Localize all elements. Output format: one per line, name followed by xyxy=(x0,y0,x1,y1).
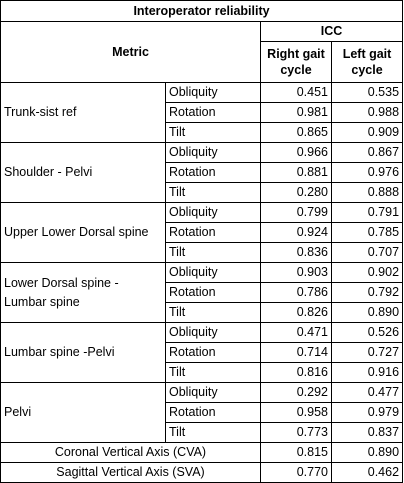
table-row: Rotation 0.981 0.988 xyxy=(1,102,404,123)
left-icc-value: 0.535 xyxy=(330,82,404,103)
sub-metric-label: Tilt xyxy=(165,242,261,263)
sub-metric-label: Tilt xyxy=(165,122,261,143)
left-icc-value: 0.707 xyxy=(330,242,404,263)
right-icc-value: 0.881 xyxy=(260,162,332,183)
right-icc-value: 0.924 xyxy=(260,222,332,243)
table-row: Shoulder - Pelvi Obliquity 0.966 0.867 xyxy=(0,142,404,203)
left-icc-value: 0.976 xyxy=(330,162,404,183)
right-icc-value: 0.786 xyxy=(260,282,332,303)
left-icc-value: 0.988 xyxy=(330,102,404,123)
metric-group-name: Upper Lower Dorsal spine xyxy=(0,202,166,263)
axis-metric-label: Sagittal Vertical Axis (SVA) xyxy=(0,462,261,483)
title-row: Interoperator reliability xyxy=(0,0,404,22)
table-row: Tilt 0.836 0.707 xyxy=(1,242,404,263)
table-row: Tilt 0.773 0.837 xyxy=(1,422,404,443)
left-icc-value: 0.909 xyxy=(330,122,404,143)
right-icc-value: 0.815 xyxy=(260,442,332,463)
right-icc-value: 0.981 xyxy=(260,102,332,123)
left-icc-value: 0.890 xyxy=(330,302,404,323)
table-title: Interoperator reliability xyxy=(0,0,404,22)
right-icc-value: 0.903 xyxy=(260,262,332,283)
sub-metric-label: Rotation xyxy=(165,222,261,243)
right-icc-value: 0.958 xyxy=(260,402,332,423)
sub-metric-label: Obliquity xyxy=(165,142,261,163)
metric-header: Metric xyxy=(0,21,261,83)
metric-group-name: Trunk-sist ref xyxy=(0,82,166,143)
sub-metric-label: Rotation xyxy=(165,402,261,423)
left-gait-cycle-header: Left gait cycle xyxy=(330,41,404,83)
left-icc-value: 0.791 xyxy=(330,202,404,223)
right-icc-value: 0.471 xyxy=(260,322,332,343)
icc-header-row: Metric ICC xyxy=(0,21,404,83)
right-icc-value: 0.280 xyxy=(260,182,332,203)
left-icc-value: 0.890 xyxy=(330,442,404,463)
table-row: Rotation 0.958 0.979 xyxy=(1,402,404,423)
table-row: Tilt 0.280 0.888 xyxy=(1,182,404,203)
sub-metric-label: Obliquity xyxy=(165,202,261,223)
right-icc-value: 0.773 xyxy=(260,422,332,443)
sub-metric-label: Rotation xyxy=(165,162,261,183)
right-icc-value: 0.816 xyxy=(260,362,332,383)
right-icc-value: 0.770 xyxy=(260,462,332,483)
sub-metric-label: Rotation xyxy=(165,342,261,363)
right-icc-value: 0.836 xyxy=(260,242,332,263)
table-row: Lumbar spine -Pelvi Obliquity 0.471 0.526 xyxy=(0,322,404,383)
table-row: Pelvi Obliquity 0.292 0.477 xyxy=(0,382,404,443)
right-icc-value: 0.826 xyxy=(260,302,332,323)
left-icc-value: 0.837 xyxy=(330,422,404,443)
sub-metric-label: Tilt xyxy=(165,302,261,323)
left-icc-value: 0.902 xyxy=(330,262,404,283)
left-icc-value: 0.792 xyxy=(330,282,404,303)
left-icc-value: 0.785 xyxy=(330,222,404,243)
sub-metric-label: Tilt xyxy=(165,422,261,443)
metric-group-name: Lower Dorsal spine - Lumbar spine xyxy=(0,262,166,323)
right-gait-cycle-header: Right gait cycle xyxy=(260,41,332,83)
sub-metric-label: Obliquity xyxy=(165,262,261,283)
column-header-row: Right gait cycle Left gait cycle xyxy=(1,41,404,83)
table-row: Trunk-sist ref Obliquity 0.451 0.535 xyxy=(0,82,404,143)
table-row: Rotation 0.881 0.976 xyxy=(1,162,404,183)
right-icc-value: 0.714 xyxy=(260,342,332,363)
table-row: Upper Lower Dorsal spine Obliquity 0.799 0.… xyxy=(0,202,404,263)
left-icc-value: 0.477 xyxy=(330,382,404,403)
left-icc-value: 0.888 xyxy=(330,182,404,203)
metric-group-name: Lumbar spine -Pelvi xyxy=(0,322,166,383)
left-icc-value: 0.867 xyxy=(330,142,404,163)
right-icc-value: 0.292 xyxy=(260,382,332,403)
sub-metric-label: Obliquity xyxy=(165,82,261,103)
left-icc-value: 0.916 xyxy=(330,362,404,383)
metric-group-name: Pelvi xyxy=(0,382,166,443)
right-icc-value: 0.451 xyxy=(260,82,332,103)
left-icc-value: 0.727 xyxy=(330,342,404,363)
sub-metric-label: Tilt xyxy=(165,182,261,203)
axis-metric-label: Coronal Vertical Axis (CVA) xyxy=(0,442,261,463)
sub-metric-label: Rotation xyxy=(165,102,261,123)
table-row: Coronal Vertical Axis (CVA) 0.815 0.890 xyxy=(0,442,404,463)
table-row: Sagittal Vertical Axis (SVA) 0.770 0.462 xyxy=(0,462,404,483)
table-row: Lower Dorsal spine - Lumbar spine Obliqui… xyxy=(0,262,404,323)
sub-metric-label: Obliquity xyxy=(165,382,261,403)
left-icc-value: 0.979 xyxy=(330,402,404,423)
table-row: Rotation 0.714 0.727 xyxy=(1,342,404,363)
left-icc-value: 0.526 xyxy=(330,322,404,343)
right-icc-value: 0.865 xyxy=(260,122,332,143)
sub-metric-label: Rotation xyxy=(165,282,261,303)
right-icc-value: 0.966 xyxy=(260,142,332,163)
left-icc-value: 0.462 xyxy=(330,462,404,483)
icc-header: ICC xyxy=(259,21,404,42)
metric-group-name: Shoulder - Pelvi xyxy=(0,142,166,203)
right-icc-value: 0.799 xyxy=(260,202,332,223)
sub-metric-label: Obliquity xyxy=(165,322,261,343)
sub-metric-label: Tilt xyxy=(165,362,261,383)
